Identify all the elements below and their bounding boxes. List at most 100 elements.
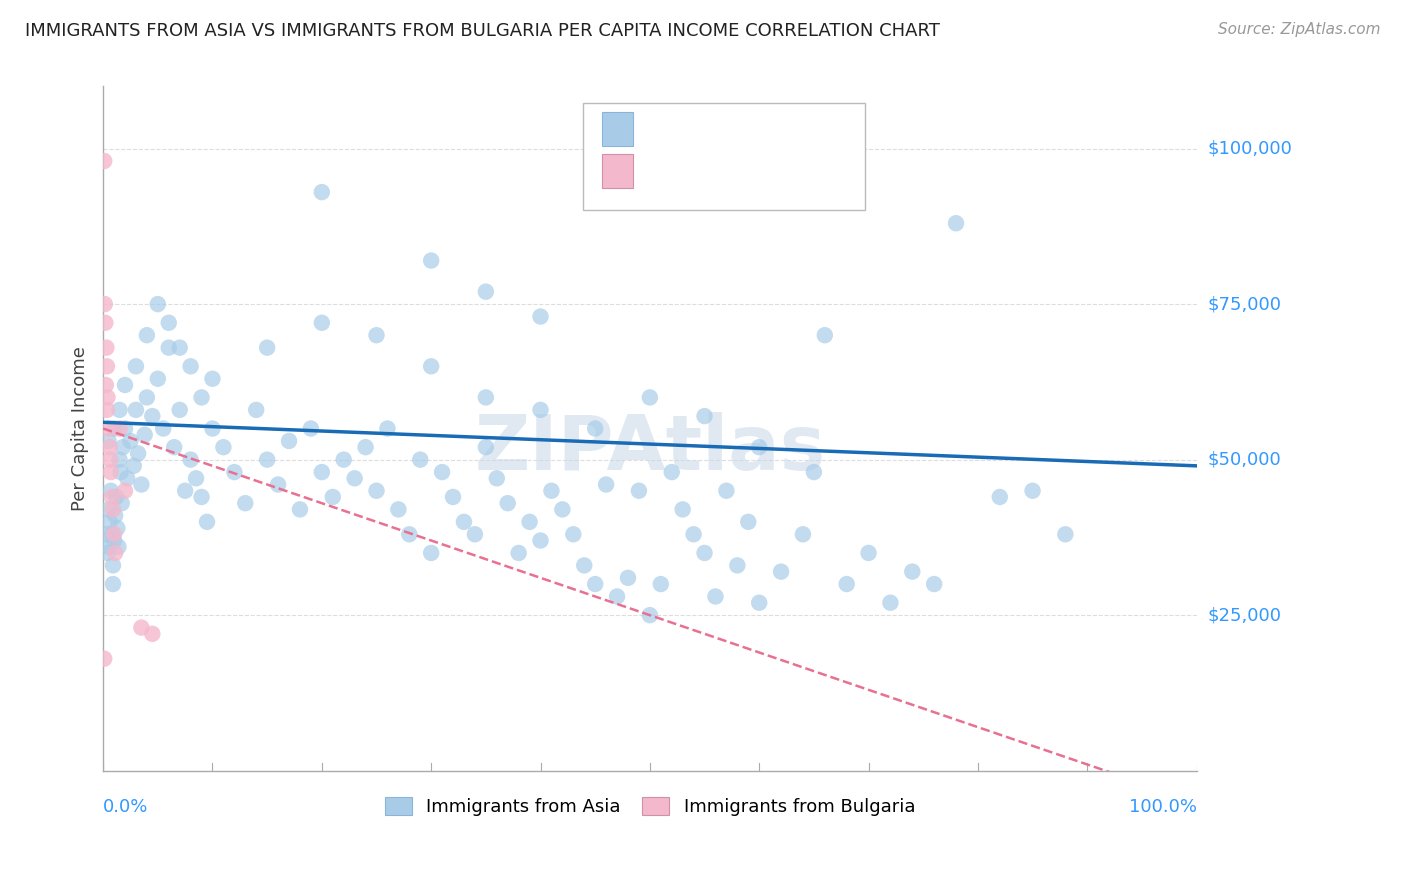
Point — [409, 452, 432, 467]
Point — [475, 285, 498, 299]
Point — [583, 577, 606, 591]
Point — [146, 372, 169, 386]
Point — [1021, 483, 1043, 498]
Point — [190, 490, 212, 504]
Point — [650, 577, 672, 591]
Point — [288, 502, 311, 516]
Point — [169, 402, 191, 417]
Point — [343, 471, 366, 485]
Text: $75,000: $75,000 — [1208, 295, 1282, 313]
Point — [97, 434, 120, 448]
Point — [725, 558, 748, 573]
Point — [661, 465, 683, 479]
Point — [103, 527, 125, 541]
Point — [111, 440, 134, 454]
Text: $25,000: $25,000 — [1208, 607, 1282, 624]
Text: Source: ZipAtlas.com: Source: ZipAtlas.com — [1218, 22, 1381, 37]
Point — [485, 471, 508, 485]
Point — [693, 409, 716, 423]
Point — [108, 452, 131, 467]
Point — [93, 154, 115, 169]
Point — [508, 546, 530, 560]
Point — [366, 328, 388, 343]
Point — [464, 527, 486, 541]
Point — [420, 546, 443, 560]
Point — [97, 540, 120, 554]
Text: R =: R = — [641, 120, 678, 138]
Point — [174, 483, 197, 498]
Point — [682, 527, 704, 541]
Point — [98, 515, 121, 529]
Point — [420, 359, 443, 374]
Point — [529, 533, 551, 548]
Point — [737, 515, 759, 529]
Point — [101, 558, 124, 573]
Text: 0.0%: 0.0% — [103, 798, 149, 816]
Point — [770, 565, 793, 579]
Point — [101, 577, 124, 591]
Point — [169, 341, 191, 355]
Point — [184, 471, 207, 485]
Text: 109: 109 — [792, 120, 827, 138]
Point — [475, 440, 498, 454]
Point — [387, 502, 409, 516]
Point — [96, 527, 118, 541]
Point — [529, 310, 551, 324]
Point — [354, 440, 377, 454]
Point — [922, 577, 945, 591]
Point — [94, 316, 117, 330]
Point — [814, 328, 837, 343]
Point — [120, 434, 142, 448]
Point — [519, 515, 541, 529]
Point — [96, 391, 118, 405]
Point — [127, 446, 149, 460]
Point — [430, 465, 453, 479]
Point — [101, 502, 124, 516]
Point — [93, 651, 115, 665]
Point — [583, 421, 606, 435]
Point — [267, 477, 290, 491]
Text: ZIPAtlas: ZIPAtlas — [474, 412, 825, 486]
Point — [98, 440, 121, 454]
Point — [101, 490, 124, 504]
Point — [693, 546, 716, 560]
Point — [105, 521, 128, 535]
Point — [103, 421, 125, 435]
Point — [574, 558, 596, 573]
Point — [529, 402, 551, 417]
Point — [453, 515, 475, 529]
Point — [212, 440, 235, 454]
Text: -0.064: -0.064 — [681, 162, 740, 180]
Point — [748, 440, 770, 454]
Point — [256, 341, 278, 355]
Point — [224, 465, 246, 479]
Legend: Immigrants from Asia, Immigrants from Bulgaria: Immigrants from Asia, Immigrants from Bu… — [377, 789, 922, 823]
Point — [104, 508, 127, 523]
Point — [122, 458, 145, 473]
Point — [96, 341, 118, 355]
Point — [146, 297, 169, 311]
Point — [420, 253, 443, 268]
Point — [103, 533, 125, 548]
Point — [125, 402, 148, 417]
Point — [551, 502, 574, 516]
Point — [152, 421, 174, 435]
Point — [496, 496, 519, 510]
Point — [96, 402, 118, 417]
Point — [988, 490, 1011, 504]
Point — [157, 341, 180, 355]
Y-axis label: Per Capita Income: Per Capita Income — [72, 346, 89, 511]
Point — [110, 465, 132, 479]
Point — [100, 483, 122, 498]
Text: N =: N = — [747, 120, 794, 138]
Text: 100.0%: 100.0% — [1129, 798, 1197, 816]
Text: R =: R = — [641, 162, 678, 180]
Point — [104, 546, 127, 560]
Point — [672, 502, 695, 516]
Point — [475, 391, 498, 405]
Point — [322, 490, 344, 504]
Point — [627, 483, 650, 498]
Point — [562, 527, 585, 541]
Point — [94, 297, 117, 311]
Point — [125, 359, 148, 374]
